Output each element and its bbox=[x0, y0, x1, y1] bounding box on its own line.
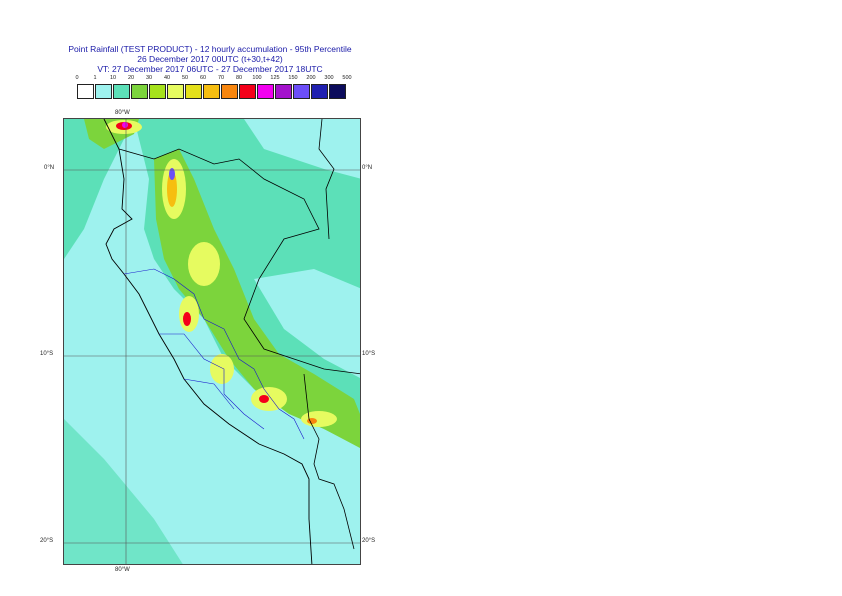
legend-swatch bbox=[257, 84, 274, 99]
lat-label-0n-right: 0°N bbox=[362, 165, 373, 171]
legend-swatch bbox=[275, 84, 292, 99]
legend-swatch bbox=[113, 84, 130, 99]
legend-tick-label: 70 bbox=[217, 75, 225, 81]
rain-zone-andes-moderate bbox=[154, 149, 360, 448]
rain-core-madre-de-dios-heavy bbox=[307, 418, 317, 424]
legend-tick-label: 30 bbox=[145, 75, 153, 81]
rain-core-north-peru bbox=[188, 242, 220, 286]
rain-core-central-north-heavy bbox=[183, 312, 191, 326]
title-line-2: 26 December 2017 00UTC (t+30,t+42) bbox=[137, 54, 283, 64]
legend-swatch bbox=[293, 84, 310, 99]
legend-swatch bbox=[203, 84, 220, 99]
legend-swatch bbox=[149, 84, 166, 99]
lon-label-bottom: 80°W bbox=[115, 567, 130, 573]
legend-tick-label: 500 bbox=[342, 75, 352, 81]
legend-tick-label: 20 bbox=[127, 75, 135, 81]
legend-swatch bbox=[329, 84, 346, 99]
legend-tick-label: 40 bbox=[163, 75, 171, 81]
lat-label-10s-left: 10°S bbox=[40, 351, 54, 357]
rain-core-madre-de-dios bbox=[301, 411, 337, 427]
legend-tick-label: 150 bbox=[288, 75, 298, 81]
legend-tick-label: 10 bbox=[109, 75, 117, 81]
title-line-1: Point Rainfall (TEST PRODUCT) - 12 hourl… bbox=[68, 44, 352, 54]
legend-swatch bbox=[311, 84, 328, 99]
legend-swatch bbox=[95, 84, 112, 99]
legend-swatch bbox=[167, 84, 184, 99]
legend-tick-label: 80 bbox=[235, 75, 243, 81]
legend-tick-label: 1 bbox=[93, 75, 97, 81]
legend-tick-label: 100 bbox=[252, 75, 262, 81]
rainfall-map bbox=[63, 118, 361, 565]
rain-core-cusco-heavy bbox=[259, 395, 269, 403]
legend-tick-label: 125 bbox=[270, 75, 280, 81]
rain-zone-amazon-light bbox=[254, 269, 360, 378]
legend-swatch bbox=[221, 84, 238, 99]
rain-core-colombia-extreme bbox=[122, 122, 128, 128]
legend-swatch bbox=[239, 84, 256, 99]
rainfall-legend: 0 1 10 20 30 40 50 60 70 80 100 125 150 200 300 500 bbox=[75, 75, 352, 101]
rain-core-central bbox=[210, 354, 234, 384]
rain-zone-south-offshore bbox=[64, 419, 183, 564]
lat-label-20s-left: 20°S bbox=[40, 538, 54, 544]
lat-label-0n-left: 0°N bbox=[44, 165, 55, 171]
border-peru-bolivia bbox=[303, 373, 355, 550]
border-colombia-brazil bbox=[318, 119, 335, 240]
legend-swatch bbox=[131, 84, 148, 99]
lat-label-20s-right: 20°S bbox=[362, 538, 376, 544]
legend-tick-label: 300 bbox=[324, 75, 334, 81]
rain-core-ecuador-heavy bbox=[167, 171, 177, 207]
border-peru-north bbox=[118, 148, 360, 375]
legend-tick-label: 60 bbox=[199, 75, 207, 81]
map-canvas bbox=[64, 119, 360, 564]
coastline bbox=[103, 119, 313, 564]
lon-label-top: 80°W bbox=[115, 110, 130, 116]
legend-tick-label: 50 bbox=[181, 75, 189, 81]
regional-borders bbox=[123, 268, 305, 440]
legend-swatch bbox=[185, 84, 202, 99]
lat-label-10s-right: 10°S bbox=[362, 351, 376, 357]
legend-tick-label: 0 bbox=[75, 75, 79, 81]
rain-core-ecuador-extreme bbox=[169, 168, 175, 180]
legend-swatch bbox=[77, 84, 94, 99]
title-line-3: VT: 27 December 2017 06UTC - 27 December… bbox=[97, 64, 323, 74]
legend-tick-label: 200 bbox=[306, 75, 316, 81]
rain-zone-north-offshore bbox=[64, 119, 134, 259]
